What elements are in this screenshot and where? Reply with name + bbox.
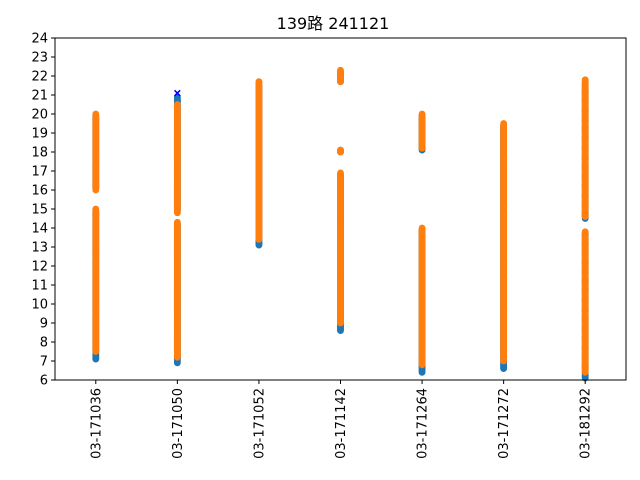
y-tick-label: 7 [40,355,48,370]
data-point [418,110,426,118]
y-tick-label: 13 [31,241,48,256]
y-tick-label: 10 [31,298,48,313]
y-tick-label: 8 [40,336,48,351]
series-2 [173,89,181,97]
y-tick-label: 18 [31,146,48,161]
chart-title: 139路 241121 [277,14,390,33]
data-point [92,110,100,118]
y-tick-label: 11 [31,279,48,294]
x-axis: 03-171036 03-171050 03-171052 03-171142 03-1… [89,380,594,459]
y-tick-label: 22 [31,70,48,85]
data-point [92,205,100,213]
x-tick-label: 03-171142 [334,388,349,459]
y-tick-label: 21 [31,89,48,104]
y-tick-label: 6 [40,374,48,389]
x-tick-label: 03-171050 [171,388,186,459]
y-tick-label: 17 [31,165,48,180]
series-1 [92,66,589,376]
data-point [173,101,181,108]
x-tick-label: 03-171052 [252,388,267,459]
y-tick-label: 20 [31,108,48,123]
y-tick-label: 19 [31,127,48,142]
y-tick-label: 24 [31,32,48,47]
x-tick-label: 03-181292 [579,388,594,459]
y-axis: 6 7 8 9 10 11 12 13 14 15 16 17 18 19 20 21 22 23 24 [31,32,55,389]
data-point [337,146,344,154]
data-point [255,78,263,86]
data-point [173,218,181,226]
data-point [418,224,426,232]
x-tick-label: 03-171264 [416,388,431,459]
data-point [337,169,344,177]
data-point [337,66,344,74]
x-tick-label: 03-171272 [497,388,512,459]
data-point [581,228,589,236]
y-tick-label: 9 [40,317,48,332]
data-point [581,76,589,84]
data-marks [92,66,589,382]
y-tick-label: 14 [31,222,48,237]
y-tick-label: 15 [31,203,48,218]
y-tick-label: 12 [31,260,48,275]
y-tick-label: 23 [31,51,48,66]
data-point [500,120,508,127]
data-point-x [173,89,181,97]
x-tick-label: 03-171036 [89,388,104,459]
y-tick-label: 16 [31,184,48,199]
